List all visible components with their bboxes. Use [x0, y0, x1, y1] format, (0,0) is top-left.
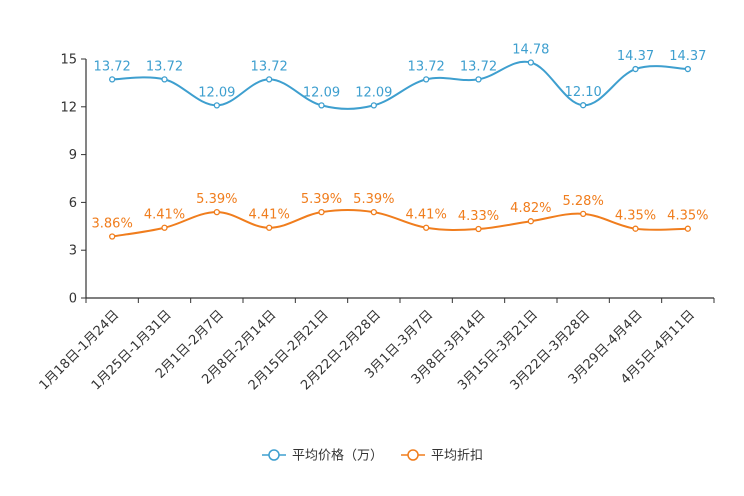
data-point[interactable] [370, 102, 377, 109]
data-point[interactable] [161, 76, 168, 83]
data-point[interactable] [423, 76, 430, 83]
data-label: 4.41% [144, 208, 185, 223]
data-label: 13.72 [94, 59, 131, 74]
data-point[interactable] [213, 208, 220, 216]
data-point[interactable] [684, 65, 691, 73]
data-label: 4.33% [458, 209, 499, 224]
y-tick-label: 9 [69, 148, 77, 163]
legend-label: 平均价格（万） [292, 448, 383, 464]
data-point[interactable] [109, 76, 116, 83]
legend-item[interactable]: 平均价格（万） [262, 448, 383, 464]
data-label: 13.72 [408, 59, 445, 74]
legend-marker-icon [407, 449, 419, 461]
data-point[interactable] [370, 208, 377, 216]
data-point[interactable] [161, 224, 168, 231]
data-label: 14.37 [669, 49, 706, 64]
data-point[interactable] [632, 65, 639, 73]
data-label: 4.41% [249, 208, 290, 223]
data-label: 4.41% [406, 208, 447, 223]
data-point[interactable] [580, 102, 587, 109]
data-label: 4.35% [667, 209, 708, 224]
data-point[interactable] [475, 76, 482, 83]
data-label: 5.39% [353, 192, 394, 207]
data-label: 14.37 [617, 49, 654, 64]
series-1: 3.86% 4.41% 5.39% 4.41% 5.39% 5.39% 4.41% 4.33%… [92, 192, 708, 240]
data-label: 3.86% [92, 216, 133, 231]
data-label: 4.35% [615, 209, 656, 224]
data-label: 13.72 [251, 59, 288, 74]
y-tick-label: 12 [60, 100, 77, 115]
series-layer: 13.72 13.72 12.09 13.72 12.09 12.09 13.72 13.72… [92, 43, 708, 240]
data-point[interactable] [109, 233, 116, 240]
data-label: 12.09 [355, 85, 392, 100]
data-point[interactable] [318, 102, 325, 109]
data-label: 5.39% [301, 192, 342, 207]
data-point[interactable] [527, 59, 534, 66]
data-point[interactable] [580, 210, 587, 218]
data-point[interactable] [423, 224, 430, 231]
legend-label: 平均折扣 [431, 449, 483, 464]
data-point[interactable] [318, 208, 325, 216]
data-label: 5.39% [196, 192, 237, 207]
data-point[interactable] [632, 225, 639, 232]
data-label: 12.09 [198, 85, 235, 100]
series-line [112, 60, 688, 110]
data-point[interactable] [266, 76, 273, 83]
data-label: 13.72 [146, 59, 183, 74]
y-tick-label: 6 [69, 196, 77, 211]
legend-item[interactable]: 平均折扣 [401, 449, 483, 464]
data-point[interactable] [213, 102, 220, 109]
y-tick-label: 3 [69, 244, 77, 259]
data-label: 12.10 [565, 85, 602, 100]
data-point[interactable] [684, 225, 691, 232]
y-tick-label: 0 [69, 292, 77, 307]
y-axis: 0 3 6 9 12 15 [60, 53, 87, 307]
data-label: 13.72 [460, 59, 497, 74]
series-line [112, 209, 688, 238]
data-label: 14.78 [512, 43, 549, 58]
series-0: 13.72 13.72 12.09 13.72 12.09 12.09 13.72 13.72… [94, 43, 706, 110]
legend[interactable]: 平均价格（万） 平均折扣 [262, 448, 483, 464]
data-point[interactable] [475, 225, 482, 233]
legend-marker-icon [268, 449, 280, 461]
data-point[interactable] [266, 224, 273, 231]
x-axis: 1月18日-1月24日1月25日-1月31日2月1日-2月7日2月8日-2月14… [37, 297, 715, 393]
data-point[interactable] [527, 218, 534, 225]
data-label: 4.82% [510, 201, 551, 216]
y-tick-label: 15 [60, 53, 77, 68]
data-label: 5.28% [563, 194, 604, 209]
data-label: 12.09 [303, 85, 340, 100]
